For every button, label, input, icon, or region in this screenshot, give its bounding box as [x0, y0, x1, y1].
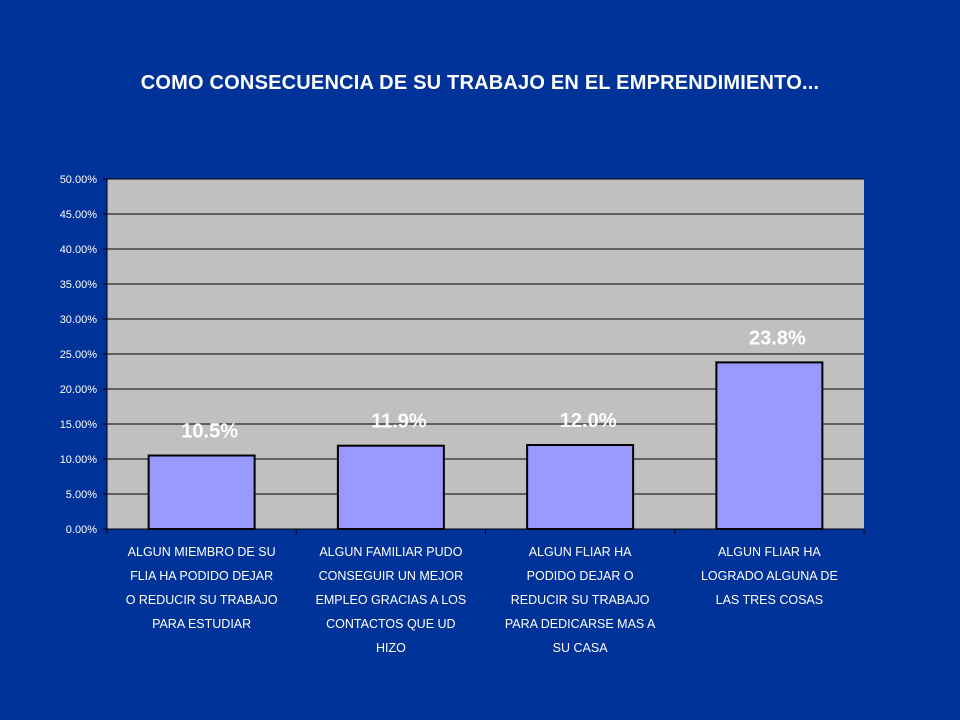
- y-tick-label: 50.00%: [60, 174, 98, 186]
- y-tick-label: 15.00%: [60, 419, 98, 431]
- y-tick-label: 25.00%: [60, 349, 98, 361]
- data-label: 23.8%: [749, 327, 806, 349]
- x-tick-label: ALGUN FLIAR HA LOGRADO ALGUNA DE LAS TRES …: [701, 545, 838, 607]
- data-label: 11.9%: [371, 411, 427, 433]
- bar: [336, 444, 445, 531]
- data-label: 10.5%: [181, 421, 238, 443]
- y-tick-label: 20.00%: [60, 384, 98, 396]
- y-tick-label: 30.00%: [60, 314, 98, 326]
- y-tick-label: 45.00%: [60, 209, 98, 221]
- bar: [715, 361, 824, 530]
- chart-title: COMO CONSECUENCIA DE SU TRABAJO EN EL EM…: [140, 72, 820, 94]
- plot-area: 0.00% 5.00% 10.00% 15.00% 20.00% 25.00% 30.00%…: [60, 174, 865, 655]
- bar: [526, 444, 635, 530]
- x-tick-label: ALGUN MIEMBRO DE SU FLIA HA PODIDO DEJAR O…: [126, 545, 278, 631]
- bar: [147, 454, 256, 530]
- data-label: 12.0%: [560, 410, 617, 432]
- y-tick-label: 10.00%: [60, 454, 98, 466]
- y-tick-label: 0.00%: [66, 524, 97, 536]
- x-tick-label: ALGUN FAMILIAR PUDO CONSEGUIR UN MEJOR EMP…: [315, 545, 466, 655]
- x-tick-label: ALGUN FLIAR HA PODIDO DEJAR O REDUCIR SU T…: [505, 545, 656, 655]
- y-tick-label: 35.00%: [60, 279, 98, 291]
- y-tick-label: 40.00%: [60, 244, 98, 256]
- y-tick-label: 5.00%: [66, 489, 97, 501]
